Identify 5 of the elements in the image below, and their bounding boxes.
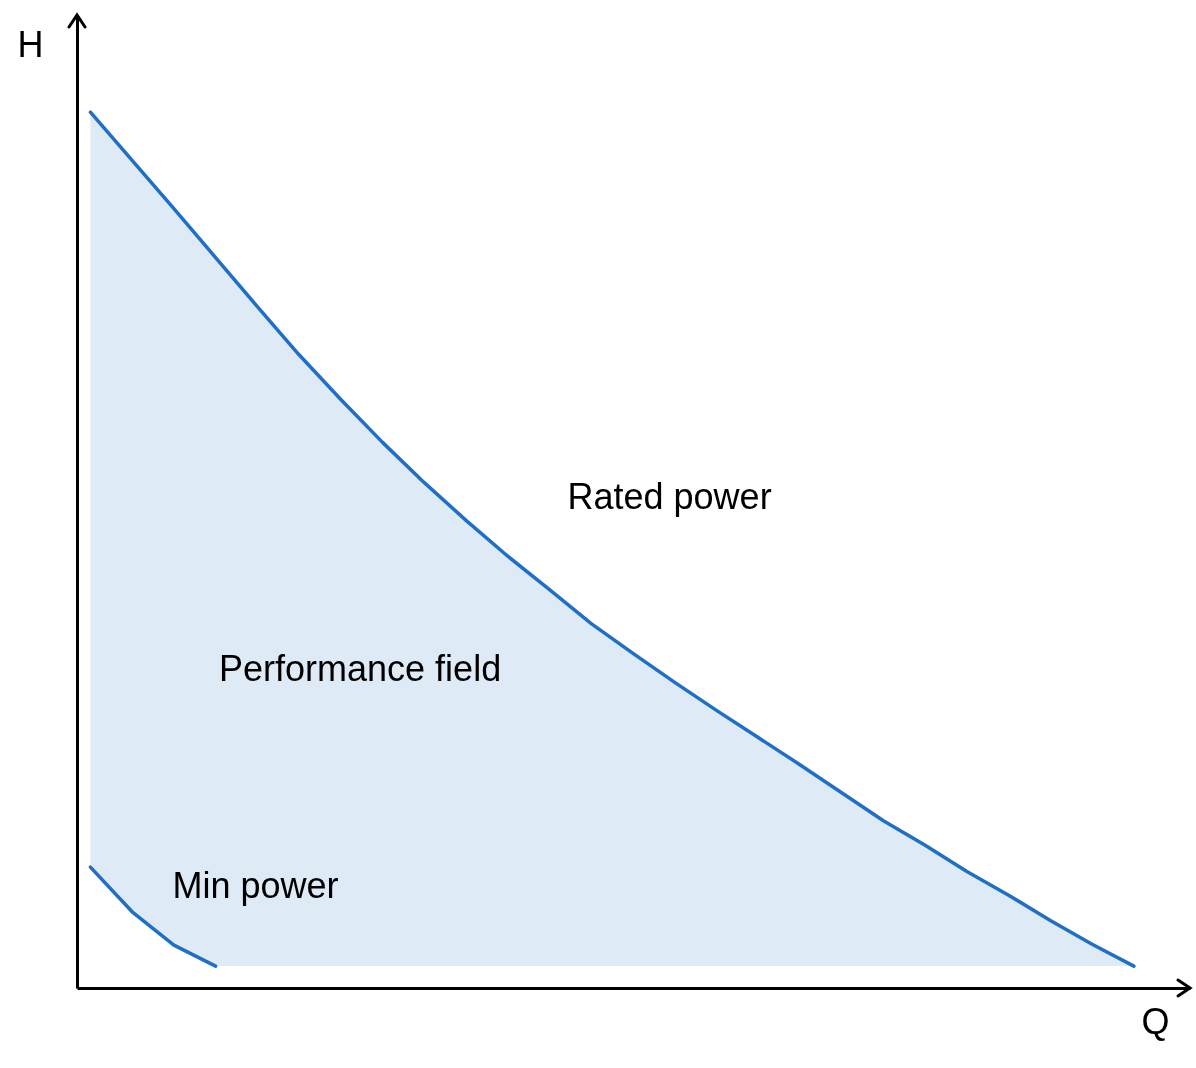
series-label: Min power: [172, 865, 339, 907]
y-axis-title: H: [17, 23, 44, 65]
x-axis-title: Q: [1141, 1000, 1170, 1042]
series-label: Rated power: [567, 475, 772, 517]
annotation: Performance field: [219, 648, 502, 690]
